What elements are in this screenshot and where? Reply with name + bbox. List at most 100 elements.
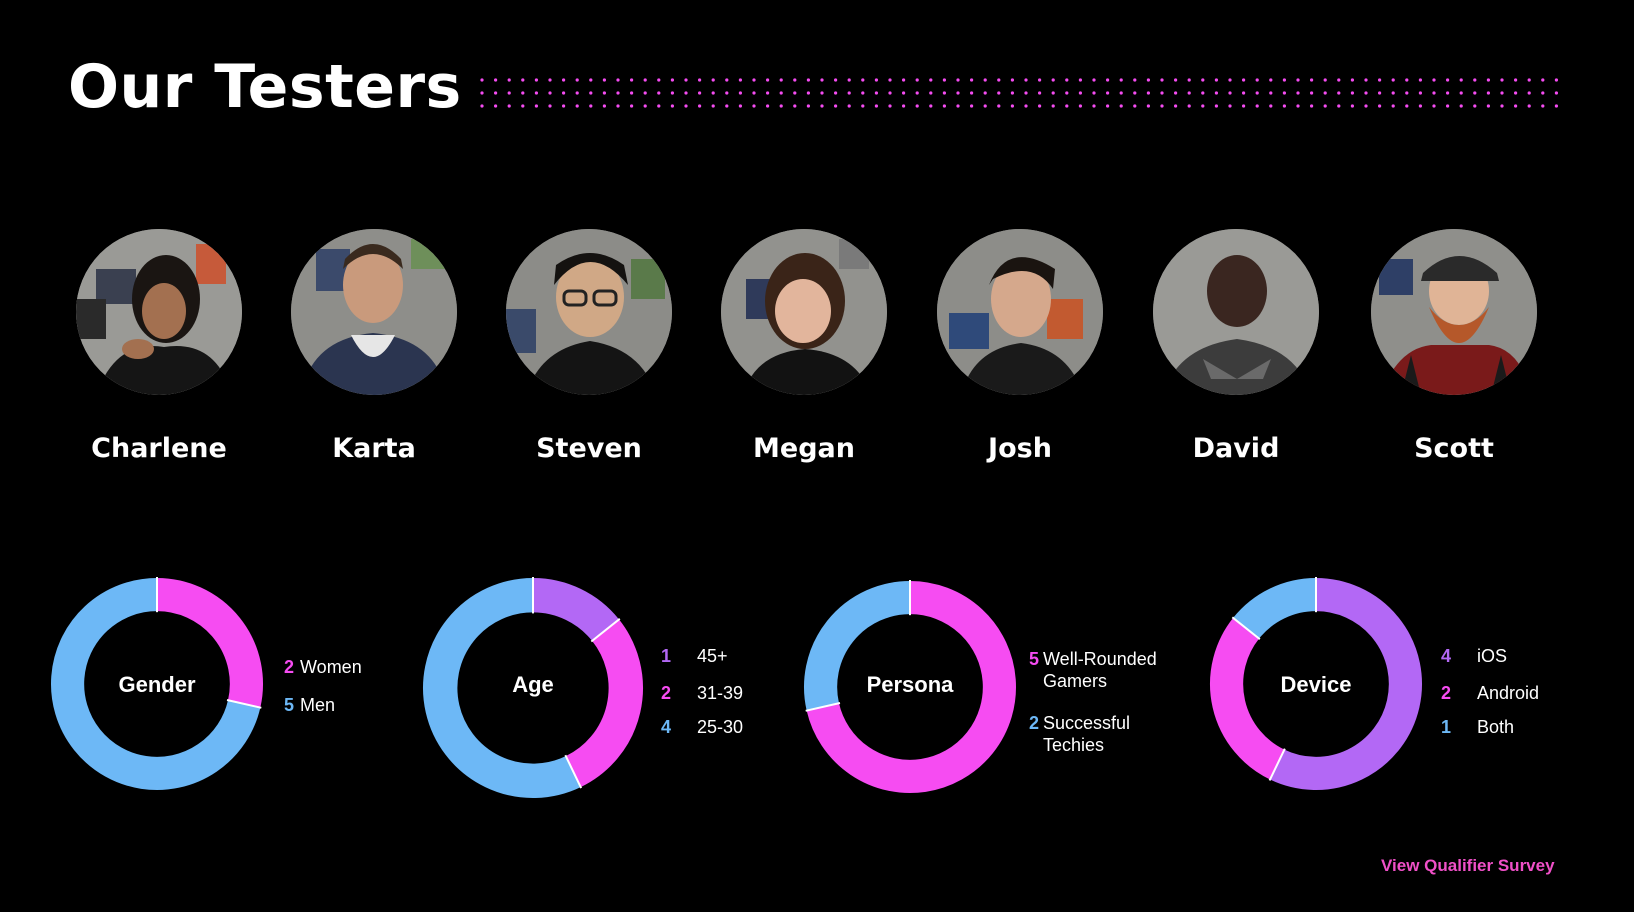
donut-slice-45- <box>532 578 619 642</box>
legend-item-both: 1 Both <box>1441 716 1514 738</box>
avatar-scott <box>1371 229 1537 395</box>
divider-dot <box>1214 91 1218 95</box>
divider-dot <box>1418 91 1422 95</box>
divider-dot <box>1078 91 1082 95</box>
avatar-karta <box>291 229 457 395</box>
tester-name: Megan <box>753 433 855 464</box>
divider-dot <box>1106 104 1110 108</box>
legend-item-well-rounded-gamers: 5 Well-Rounded Gamers <box>1029 648 1157 692</box>
divider-dot <box>1282 104 1286 108</box>
legend-label-line: Techies <box>1043 735 1105 755</box>
divider-dot <box>562 91 566 95</box>
avatar-megan <box>721 229 887 395</box>
divider-dot <box>1051 91 1055 95</box>
divider-dot <box>902 104 906 108</box>
legend-label: iOS <box>1477 646 1508 666</box>
divider-dot <box>725 91 729 95</box>
divider-dot <box>684 78 688 82</box>
divider-dot <box>997 104 1001 108</box>
divider-dot <box>1187 104 1191 108</box>
divider-dot <box>1106 78 1110 82</box>
divider-dot <box>1473 78 1477 82</box>
divider-dot <box>1146 104 1150 108</box>
legend-item-men: 5 Men <box>284 694 335 716</box>
divider-dot <box>1038 91 1042 95</box>
divider-dot <box>738 104 742 108</box>
divider-dot <box>698 78 702 82</box>
divider-dot <box>711 104 715 108</box>
view-qualifier-survey-link[interactable]: View Qualifier Survey <box>1381 856 1555 875</box>
divider-dot <box>1337 104 1341 108</box>
divider-dot <box>1378 78 1382 82</box>
divider-dot <box>766 91 770 95</box>
divider-dot <box>1391 91 1395 95</box>
divider-dot <box>820 91 824 95</box>
divider-dot <box>929 91 933 95</box>
legend-count: 2 <box>661 683 672 703</box>
divider-dot <box>1378 91 1382 95</box>
divider-dot <box>1418 104 1422 108</box>
portrait-david-icon <box>1153 229 1319 395</box>
legend-label: Both <box>1477 717 1515 737</box>
divider-dot <box>915 91 919 95</box>
legend-count: 2 <box>284 657 295 677</box>
divider-dot <box>1119 104 1123 108</box>
divider-dot <box>1024 91 1028 95</box>
divider-dot <box>602 104 606 108</box>
divider-dot <box>1432 104 1436 108</box>
divider-dot <box>915 104 919 108</box>
divider-dot <box>1269 78 1273 82</box>
divider-dot <box>643 78 647 82</box>
divider-dot <box>888 78 892 82</box>
divider-dot <box>1214 104 1218 108</box>
divider-dot <box>1146 78 1150 82</box>
divider-dot <box>1446 91 1450 95</box>
divider-dot <box>888 104 892 108</box>
divider-dot <box>793 91 797 95</box>
divider-dot <box>1378 104 1382 108</box>
legend-label: 25-30 <box>697 717 744 737</box>
divider-dot <box>1174 104 1178 108</box>
divider-dot <box>1201 78 1205 82</box>
divider-dot <box>1391 78 1395 82</box>
divider-dot <box>1174 78 1178 82</box>
divider-dot <box>874 104 878 108</box>
divider-dot <box>752 78 756 82</box>
legend-label: 31-39 <box>697 683 744 703</box>
device-donut <box>1210 577 1422 790</box>
divider-dot <box>616 91 620 95</box>
divider-dot <box>480 104 484 108</box>
divider-dot <box>602 91 606 95</box>
divider-dot <box>1051 104 1055 108</box>
legend-label: Android <box>1477 683 1540 703</box>
legend-label: Men <box>300 695 336 715</box>
divider-dot <box>1282 91 1286 95</box>
divider-dot <box>616 78 620 82</box>
divider-dot <box>820 78 824 82</box>
divider-dot <box>793 104 797 108</box>
divider-dot <box>861 104 865 108</box>
divider-dot <box>1255 78 1259 82</box>
divider-dot <box>1350 91 1354 95</box>
divider-dot <box>1554 91 1558 95</box>
divider-dot <box>888 91 892 95</box>
divider-dot <box>507 91 511 95</box>
tester-card-josh: Josh <box>935 229 1105 479</box>
divider-dot <box>1500 104 1504 108</box>
divider-dot <box>1201 104 1205 108</box>
divider-dot <box>562 78 566 82</box>
divider-dot <box>657 104 661 108</box>
divider-dot <box>1500 91 1504 95</box>
donut-separator <box>564 754 583 789</box>
divider-dot <box>1038 78 1042 82</box>
divider-dot <box>1119 91 1123 95</box>
divider-dot <box>548 104 552 108</box>
divider-dot <box>847 91 851 95</box>
divider-dot <box>589 104 593 108</box>
divider-dot <box>670 104 674 108</box>
avatar-david <box>1153 229 1319 395</box>
divider-dot <box>806 78 810 82</box>
legend-item-45plus: 1 45+ <box>661 645 728 667</box>
divider-dot <box>1486 104 1490 108</box>
divider-dot <box>1446 78 1450 82</box>
